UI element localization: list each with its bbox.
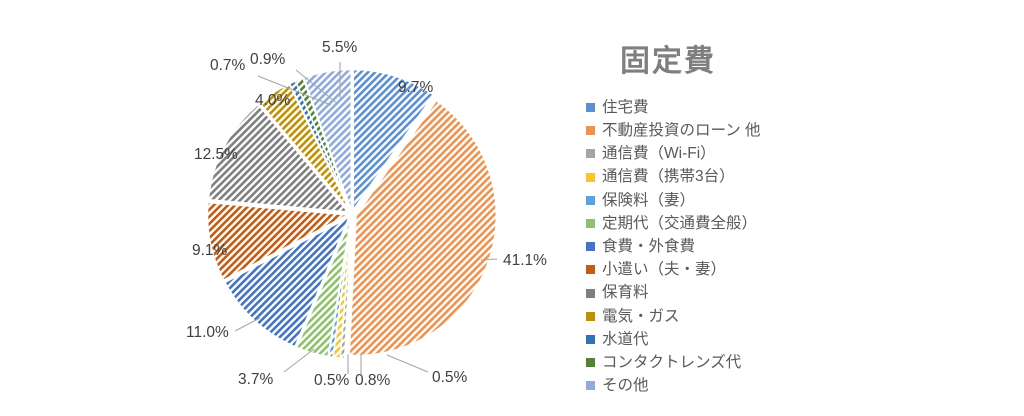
legend-item[interactable]: 住宅費	[584, 96, 1014, 119]
legend-item[interactable]: 小遣い（夫・妻）	[584, 258, 1014, 281]
legend-item-label: 住宅費	[602, 98, 649, 116]
legend-item[interactable]: 食費・外食費	[584, 235, 1014, 258]
legend-item[interactable]: 水道代	[584, 328, 1014, 351]
legend-swatch-icon	[586, 149, 595, 159]
legend-swatch-icon	[586, 381, 595, 391]
pie-data-label: 3.7%	[238, 371, 274, 388]
pie-data-label: 0.5%	[314, 372, 350, 389]
pie-chart-svg: 9.7% 41.1% 0.5% 0.8% 0.5% 3.7% 11.0% 9.1% 12.5% 4…	[186, 39, 547, 389]
legend-item-label: その他	[602, 377, 649, 395]
pie-data-label: 12.5%	[194, 146, 238, 163]
chart-title: 固定費	[620, 45, 716, 78]
legend-swatch-icon	[586, 172, 595, 182]
chart-legend: 住宅費不動産投資のローン 他通信費（Wi-Fi） 通信費（携帯3台） 保険料（妻） 定…	[584, 96, 1014, 397]
legend-item-label: 食費・外食費	[602, 237, 696, 255]
pie-data-label: 9.7%	[398, 79, 434, 96]
legend-item-label: 不動産投資のローン 他	[602, 122, 761, 140]
pie-slice[interactable]	[348, 99, 497, 357]
legend-item[interactable]: 電気・ガス	[584, 305, 1014, 328]
legend-swatch-icon	[586, 311, 595, 321]
chart-side-panel: 固定費 住宅費不動産投資のローン 他通信費（Wi-Fi） 通信費（携帯3台） 保険料…	[580, 0, 1024, 416]
leader-line	[283, 348, 315, 373]
pie-slice[interactable]	[302, 68, 352, 210]
leader-line-group	[234, 62, 498, 374]
pie-chart-plot-area: 9.7% 41.1% 0.5% 0.8% 0.5% 3.7% 11.0% 9.1% 12.5% 4…	[186, 39, 547, 389]
legend-item[interactable]: コンタクトレンズ代	[584, 351, 1014, 374]
legend-item[interactable]: 通信費（Wi-Fi）	[584, 142, 1014, 165]
pie-slice[interactable]	[295, 218, 352, 358]
legend-item[interactable]: 定期代（交通費全般）	[584, 212, 1014, 235]
legend-item-label: 通信費（携帯3台）	[602, 168, 735, 186]
legend-swatch-icon	[586, 265, 595, 275]
legend-swatch-icon	[586, 219, 595, 229]
leader-line	[295, 69, 339, 105]
legend-item-label: 保育料	[602, 284, 649, 302]
legend-swatch-icon	[586, 358, 595, 368]
legend-item-label: 電気・ガス	[602, 307, 680, 325]
pie-data-label: 41.1%	[503, 252, 547, 269]
legend-swatch-icon	[586, 242, 595, 252]
legend-item[interactable]: 不動産投資のローン 他	[584, 119, 1014, 142]
legend-swatch-icon	[586, 288, 595, 298]
leader-line	[386, 354, 429, 373]
legend-item[interactable]: 保育料	[584, 282, 1014, 305]
legend-swatch-icon	[586, 195, 595, 205]
pie-data-label: 0.5%	[432, 369, 468, 386]
pie-slice[interactable]	[352, 69, 435, 212]
legend-item-label: 小遣い（夫・妻）	[602, 261, 727, 279]
pie-data-label: 4.0%	[255, 92, 291, 109]
legend-item-label: 水道代	[602, 330, 649, 348]
pie-slice-group	[206, 68, 497, 360]
legend-item-label: 通信費（Wi-Fi）	[602, 145, 716, 163]
data-label-group: 9.7% 41.1% 0.5% 0.8% 0.5% 3.7% 11.0% 9.1% 12.5% 4…	[186, 39, 547, 389]
legend-item-label: 定期代（交通費全般）	[602, 214, 758, 232]
pie-data-label: 0.8%	[355, 372, 391, 389]
legend-item[interactable]: 通信費（携帯3台）	[584, 166, 1014, 189]
legend-item[interactable]: その他	[584, 374, 1014, 397]
legend-swatch-icon	[586, 126, 595, 136]
leader-line	[234, 317, 261, 332]
pie-data-label: 0.7%	[210, 57, 246, 74]
legend-item-label: 保険料（妻）	[602, 191, 696, 209]
pie-slice[interactable]	[207, 103, 350, 213]
legend-swatch-icon	[586, 103, 595, 113]
legend-item[interactable]: 保険料（妻）	[584, 189, 1014, 212]
pie-data-label: 5.5%	[322, 39, 358, 56]
legend-item-label: コンタクトレンズ代	[602, 353, 742, 371]
pie-slice[interactable]	[206, 201, 351, 281]
pie-data-label: 11.0%	[186, 324, 229, 341]
legend-swatch-icon	[586, 334, 595, 344]
leader-line	[257, 75, 332, 106]
pie-data-label: 9.1%	[192, 242, 228, 259]
pie-data-label: 0.9%	[250, 51, 286, 68]
pie-slice[interactable]	[294, 77, 352, 211]
leader-line	[480, 258, 498, 261]
